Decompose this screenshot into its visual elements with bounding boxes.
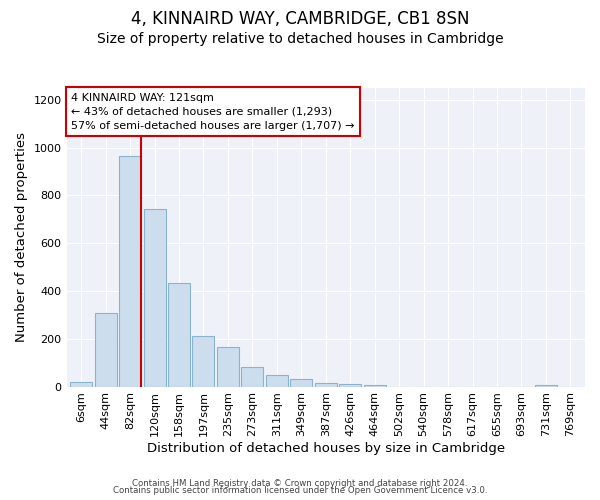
Bar bbox=[70, 382, 92, 386]
Text: Size of property relative to detached houses in Cambridge: Size of property relative to detached ho… bbox=[97, 32, 503, 46]
Text: Contains HM Land Registry data © Crown copyright and database right 2024.: Contains HM Land Registry data © Crown c… bbox=[132, 478, 468, 488]
Bar bbox=[241, 368, 263, 386]
Bar bbox=[315, 383, 337, 386]
Bar bbox=[193, 336, 214, 386]
Bar bbox=[119, 156, 141, 386]
Bar bbox=[339, 384, 361, 386]
Text: 4, KINNAIRD WAY, CAMBRIDGE, CB1 8SN: 4, KINNAIRD WAY, CAMBRIDGE, CB1 8SN bbox=[131, 10, 469, 28]
Text: 4 KINNAIRD WAY: 121sqm
← 43% of detached houses are smaller (1,293)
57% of semi-: 4 KINNAIRD WAY: 121sqm ← 43% of detached… bbox=[71, 93, 355, 131]
Bar bbox=[535, 384, 557, 386]
Bar bbox=[290, 379, 313, 386]
Bar bbox=[266, 375, 288, 386]
Bar bbox=[217, 347, 239, 387]
X-axis label: Distribution of detached houses by size in Cambridge: Distribution of detached houses by size … bbox=[147, 442, 505, 455]
Bar bbox=[143, 208, 166, 386]
Bar bbox=[168, 282, 190, 387]
Y-axis label: Number of detached properties: Number of detached properties bbox=[15, 132, 28, 342]
Text: Contains public sector information licensed under the Open Government Licence v3: Contains public sector information licen… bbox=[113, 486, 487, 495]
Bar bbox=[95, 312, 116, 386]
Bar bbox=[364, 384, 386, 386]
